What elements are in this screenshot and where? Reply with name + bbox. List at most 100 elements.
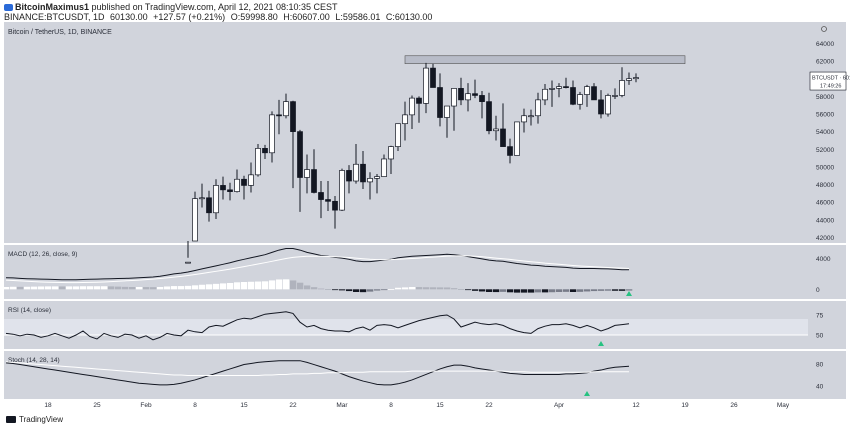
- macd-histogram-bar: [290, 280, 297, 290]
- macd-histogram-bar: [556, 289, 563, 292]
- macd-histogram-bar: [122, 286, 129, 290]
- candle-body: [598, 99, 604, 115]
- macd-histogram-bar: [507, 289, 514, 293]
- macd-histogram-bar: [206, 284, 213, 290]
- candle-body: [276, 114, 282, 117]
- macd-histogram-bar: [444, 287, 451, 290]
- macd-histogram-bar: [227, 283, 234, 290]
- macd-histogram-bar: [220, 283, 227, 290]
- indicator-line-1-0: [5, 248, 629, 281]
- price-chart[interactable]: 42000 44000 46000 48000 50000 52000 54000 56000…: [0, 22, 850, 412]
- indicator-tick: 0: [816, 287, 820, 294]
- candle-body: [444, 105, 450, 118]
- macd-histogram-bar: [38, 286, 45, 290]
- macd-histogram-bar: [612, 289, 619, 291]
- x-tick-label: 18: [44, 402, 52, 409]
- macd-histogram-bar: [171, 286, 178, 290]
- candle-body: [626, 78, 632, 81]
- macd-histogram-bar: [185, 285, 192, 290]
- candle-body: [213, 185, 219, 214]
- candle-body: [374, 176, 380, 179]
- x-tick-label: 8: [389, 402, 393, 409]
- price-axis-2: [808, 301, 846, 349]
- candle-body: [311, 169, 317, 193]
- price-axis-0: [808, 22, 846, 243]
- macd-histogram-bar: [570, 289, 577, 292]
- tradingview-logo[interactable]: TradingView: [6, 415, 63, 424]
- candle-body: [619, 80, 625, 96]
- macd-histogram-bar: [213, 283, 220, 290]
- author-name[interactable]: BitcoinMaximus1: [15, 2, 90, 12]
- macd-histogram-bar: [157, 287, 164, 290]
- price-axis-1: [808, 245, 846, 299]
- macd-histogram-bar: [381, 289, 388, 291]
- candle-body: [493, 128, 499, 132]
- macd-histogram-bar: [500, 289, 507, 292]
- y-tick-label: 42000: [816, 235, 834, 242]
- candle-body: [423, 67, 429, 104]
- candle-body: [332, 200, 338, 211]
- candle-body: [318, 192, 324, 200]
- open-value: O:59998.80: [230, 12, 278, 22]
- candle-body: [185, 261, 191, 264]
- ohlc-line: BINANCE:BTCUSDT, 1D 60130.00 +127.57 (+0…: [4, 12, 435, 22]
- macd-histogram-bar: [535, 289, 542, 293]
- macd-histogram-bar: [108, 286, 115, 290]
- candle-body: [437, 87, 443, 118]
- indicator-title: Stoch (14, 28, 14): [8, 357, 60, 364]
- low-value: L:59586.01: [335, 12, 381, 22]
- tradingview-logo-icon: [6, 416, 16, 424]
- x-tick-label: 22: [289, 402, 297, 409]
- candle-body: [395, 123, 401, 147]
- candle-body: [269, 114, 275, 154]
- candle-body: [577, 94, 583, 105]
- candle-body: [556, 86, 562, 89]
- last-price: 60130.00: [110, 12, 148, 22]
- candle-body: [192, 198, 198, 242]
- macd-histogram-bar: [80, 286, 87, 290]
- y-tick-label: 48000: [816, 182, 834, 189]
- candle-body: [570, 87, 576, 105]
- y-tick-label: 64000: [816, 41, 834, 48]
- macd-histogram-bar: [24, 286, 31, 290]
- candle-body: [255, 148, 261, 176]
- candle-body: [248, 174, 254, 186]
- candle-body: [241, 178, 247, 186]
- macd-histogram-bar: [73, 286, 80, 290]
- price-axis-3: [808, 351, 846, 399]
- macd-histogram-bar: [626, 289, 633, 291]
- macd-histogram-bar: [451, 288, 458, 290]
- candle-body: [584, 86, 590, 95]
- y-tick-label: 54000: [816, 129, 834, 136]
- macd-histogram-bar: [598, 289, 605, 291]
- tradingview-brand: TradingView: [19, 415, 64, 424]
- y-tick-label: 44000: [816, 217, 834, 224]
- candle-body: [360, 163, 366, 183]
- x-tick-label: 15: [240, 402, 248, 409]
- x-tick-label: 25: [93, 402, 101, 409]
- candle-body: [458, 88, 464, 101]
- macd-histogram-bar: [388, 289, 395, 290]
- candle-body: [339, 170, 345, 211]
- pane-background-0: [4, 22, 808, 243]
- macd-histogram-bar: [591, 289, 598, 292]
- macd-histogram-bar: [262, 281, 269, 290]
- macd-histogram-bar: [283, 279, 290, 290]
- candle-body: [346, 170, 352, 182]
- macd-histogram-bar: [409, 287, 416, 290]
- y-tick-label: 52000: [816, 147, 834, 154]
- macd-histogram-bar: [486, 289, 493, 292]
- x-tick-label: Apr: [554, 402, 565, 409]
- candle-body: [507, 146, 513, 156]
- macd-histogram-bar: [325, 289, 332, 290]
- candle-body: [605, 95, 611, 115]
- macd-histogram-bar: [339, 289, 346, 291]
- candle-body: [591, 86, 597, 101]
- buy-signal-arrow: [584, 391, 590, 396]
- candle-body: [353, 163, 359, 182]
- resistance-zone: [404, 55, 686, 64]
- macd-histogram-bar: [395, 287, 402, 290]
- macd-histogram-bar: [318, 288, 325, 290]
- candle-body: [304, 169, 310, 178]
- buy-signal-arrow: [626, 291, 632, 296]
